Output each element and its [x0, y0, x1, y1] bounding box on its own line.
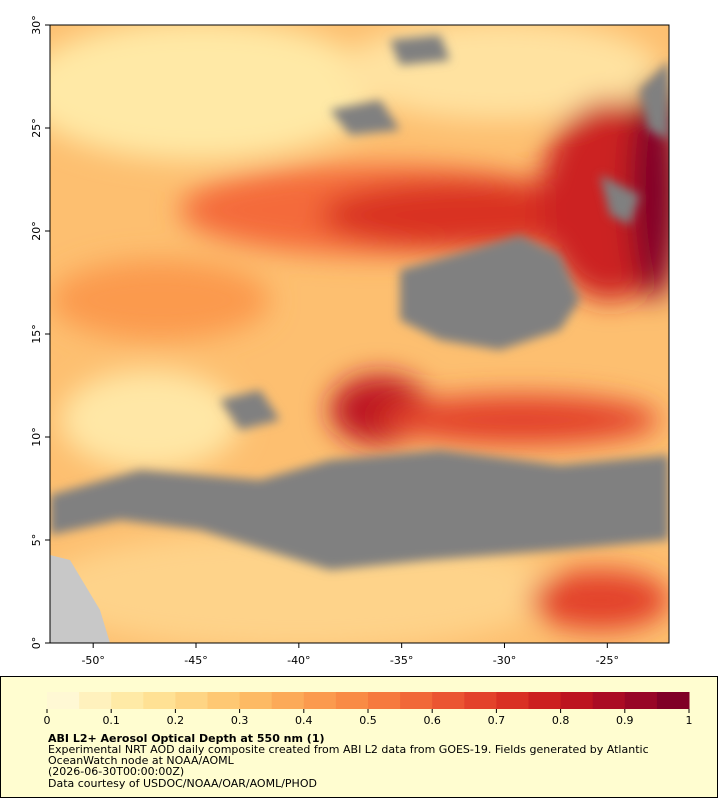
- colorbar-swatch: [175, 692, 208, 709]
- caption-line: Experimental NRT AOD daily composite cre…: [48, 743, 649, 756]
- colorbar-tick-label: 1: [686, 714, 693, 727]
- y-tick-label: 0°: [30, 637, 43, 650]
- colorbar-swatch: [624, 692, 658, 709]
- colorbar-swatch: [271, 692, 305, 709]
- colorbar-tick-label: 0: [44, 714, 51, 727]
- colorbar-swatch: [79, 692, 112, 709]
- colorbar-swatch: [239, 692, 273, 709]
- colorbar-swatch: [303, 692, 337, 709]
- colorbar-tick-label: 0.8: [552, 714, 570, 727]
- colorbar-tick-label: 0.7: [488, 714, 506, 727]
- caption-line: OceanWatch node at NOAA/AOML: [48, 754, 235, 767]
- x-tick-label: -50°: [81, 654, 104, 667]
- colorbar-swatch: [143, 692, 176, 709]
- colorbar-swatch: [560, 692, 594, 709]
- colorbar-tick-label: 0.1: [102, 714, 120, 727]
- colorbar-swatch: [111, 692, 144, 709]
- colorbar-swatch: [47, 692, 80, 709]
- colorbar-swatch: [528, 692, 562, 709]
- x-tick-label: -40°: [287, 654, 310, 667]
- x-tick-label: -30°: [493, 654, 516, 667]
- caption-line: (2026-06-30T00:00:00Z): [48, 765, 184, 778]
- x-tick-label: -25°: [596, 654, 619, 667]
- y-tick-label: 15°: [30, 324, 43, 344]
- aod-field: [50, 25, 669, 643]
- caption-line: Data courtesy of USDOC/NOAA/OAR/AOML/PHO…: [48, 777, 317, 790]
- colorbar-swatch: [592, 692, 626, 709]
- colorbar-tick-label: 0.4: [295, 714, 313, 727]
- x-tick-label: -45°: [184, 654, 207, 667]
- colorbar-tick-label: 0.6: [423, 714, 441, 727]
- y-tick-label: 5°: [30, 534, 43, 547]
- y-tick-label: 20°: [30, 221, 43, 241]
- colorbar-tick-label: 0.2: [167, 714, 185, 727]
- x-tick-label: -35°: [390, 654, 413, 667]
- colorbar-swatch: [496, 692, 529, 709]
- colorbar-tick-label: 0.5: [359, 714, 377, 727]
- colorbar-swatch: [464, 692, 497, 709]
- colorbar-tick-label: 0.9: [616, 714, 634, 727]
- colorbar-swatch: [335, 692, 369, 709]
- y-tick-label: 25°: [30, 118, 43, 138]
- colorbar-swatch: [432, 692, 465, 709]
- y-tick-label: 30°: [30, 15, 43, 35]
- caption-title: ABI L2+ Aerosol Optical Depth at 550 nm …: [48, 732, 325, 745]
- colorbar-swatch: [400, 692, 433, 709]
- y-tick-label: 10°: [30, 427, 43, 447]
- colorbar-swatch: [207, 692, 241, 709]
- colorbar-swatch: [368, 692, 401, 709]
- colorbar-tick-label: 0.3: [231, 714, 249, 727]
- colorbar-swatch: [656, 692, 690, 709]
